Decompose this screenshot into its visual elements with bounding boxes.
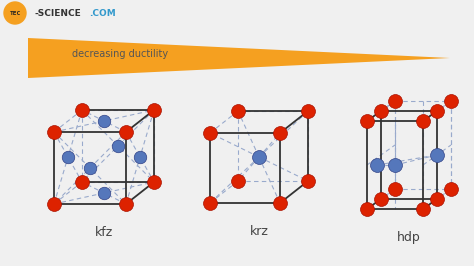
Text: kfz: kfz: [95, 226, 113, 239]
Text: decreasing ductility: decreasing ductility: [72, 49, 168, 59]
Text: TEC: TEC: [9, 11, 21, 16]
Polygon shape: [28, 38, 450, 78]
Circle shape: [4, 2, 26, 24]
Text: .COM: .COM: [90, 9, 117, 18]
Text: -SCIENCE: -SCIENCE: [35, 9, 82, 18]
Text: hdp: hdp: [397, 231, 421, 244]
Text: krz: krz: [250, 225, 268, 238]
